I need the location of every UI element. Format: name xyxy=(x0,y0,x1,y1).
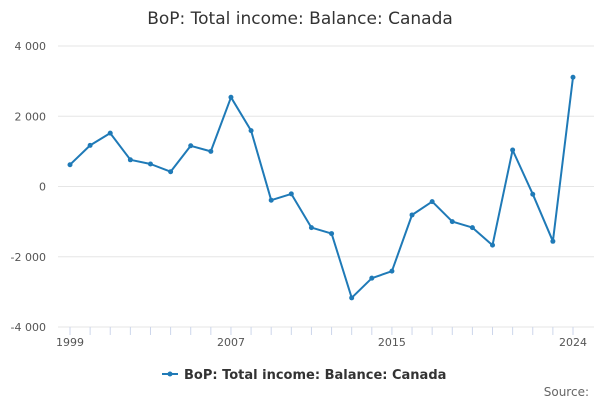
x-tick-label: 1999 xyxy=(56,336,84,349)
data-point xyxy=(449,219,455,225)
data-point xyxy=(168,169,174,175)
data-point xyxy=(490,242,496,248)
data-point xyxy=(127,157,133,163)
data-point xyxy=(188,143,194,149)
data-point xyxy=(349,295,355,301)
data-point xyxy=(208,148,214,154)
gridlines xyxy=(58,45,594,328)
legend-label: BoP: Total income: Balance: Canada xyxy=(184,368,446,383)
y-tick-label: 4 000 xyxy=(15,40,47,53)
data-point xyxy=(308,225,314,231)
source-label: Source: xyxy=(544,385,589,399)
data-point xyxy=(429,199,435,205)
y-axis-ticks: -4 000 -2 000 0 2 000 4 000 xyxy=(11,40,46,334)
data-point xyxy=(530,191,536,197)
data-point xyxy=(288,191,294,197)
data-point xyxy=(329,231,335,237)
data-point xyxy=(268,197,274,203)
data-point xyxy=(67,162,73,168)
data-point xyxy=(570,74,576,80)
data-point xyxy=(248,128,254,134)
series-line xyxy=(69,77,574,299)
x-tick-label: 2015 xyxy=(378,336,406,349)
data-point xyxy=(409,212,415,218)
y-tick-label: 2 000 xyxy=(15,110,47,123)
data-point xyxy=(369,275,375,281)
y-tick-label: -4 000 xyxy=(11,321,46,334)
data-point xyxy=(228,94,234,100)
data-point xyxy=(469,225,475,231)
data-point xyxy=(147,161,153,167)
x-tick-label: 2024 xyxy=(559,336,587,349)
legend[interactable]: BoP: Total income: Balance: Canada xyxy=(162,368,446,383)
x-tick-label: 2007 xyxy=(217,336,245,349)
x-axis: 1999 2007 2015 2024 xyxy=(56,327,587,349)
y-tick-label: 0 xyxy=(39,181,46,194)
data-point xyxy=(510,147,516,153)
series-group xyxy=(67,74,576,301)
legend-point-marker xyxy=(167,371,173,377)
data-point xyxy=(107,130,113,136)
data-point xyxy=(389,268,395,274)
chart-title: BoP: Total income: Balance: Canada xyxy=(147,9,453,29)
data-point xyxy=(87,142,93,148)
y-tick-label: -2 000 xyxy=(11,251,46,264)
data-point xyxy=(550,238,556,244)
